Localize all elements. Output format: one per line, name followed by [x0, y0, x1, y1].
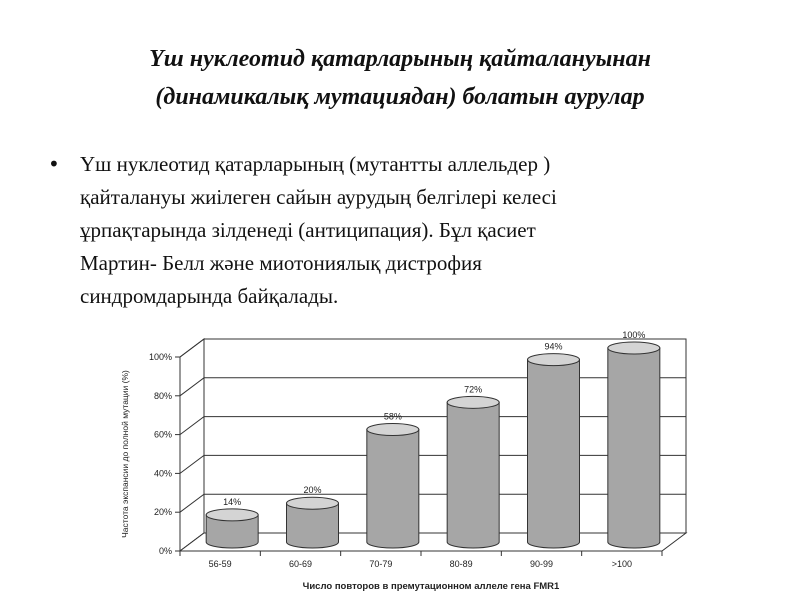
chart-side-wall	[179, 338, 205, 552]
bar-cylinder-body	[205, 514, 259, 549]
x-axis-title: Число повторов в премутационном аллеле г…	[303, 581, 560, 592]
bar-value-label: 20%	[303, 485, 321, 495]
bar-value-label: 100%	[622, 330, 645, 340]
x-tick-label: >100	[612, 559, 632, 569]
y-tick-label: 0%	[159, 546, 172, 556]
bar-value-label: 14%	[223, 497, 241, 507]
bullet-item: • Үш нуклеотид қатарларының (мутантты ал…	[48, 148, 748, 313]
y-tick-label: 100%	[149, 352, 172, 362]
y-tick-label: 60%	[154, 430, 172, 440]
chart-back-wall	[203, 338, 687, 534]
chart-gridline	[179, 416, 686, 435]
bar-cylinder-top	[607, 341, 661, 355]
bullet-text-line: Үш нуклеотид қатарларының (мутантты алле…	[80, 152, 551, 176]
bar-cylinder-top	[286, 496, 339, 510]
bar-value-label: 58%	[384, 411, 402, 421]
bullet-text-line: синдромдарында байқалады.	[80, 284, 339, 308]
slide-title: Үш нуклеотид қатарларының қайталануынан …	[20, 40, 780, 116]
chart-gridline	[179, 377, 686, 397]
bar-value-label: 94%	[544, 342, 562, 352]
bar-cylinder-top	[446, 395, 500, 409]
bar-cylinder-body	[286, 502, 339, 549]
x-tick-label: 60-69	[289, 559, 312, 569]
bullet-text-line: ұрпақтарында зілденеді (антиципация). Бұ…	[80, 218, 536, 242]
x-tick-label: 70-79	[369, 559, 392, 569]
bullet-text: Үш нуклеотид қатарларының (мутантты алле…	[80, 148, 748, 313]
chart-gridline	[179, 454, 686, 474]
bullet-text-line: қайталануы жиілеген сайын аурудың белгіл…	[80, 185, 557, 209]
chart-gridline	[179, 338, 686, 358]
x-tick-label: 90-99	[530, 559, 553, 569]
bar-cylinder-top	[205, 508, 259, 522]
y-tick-label: 20%	[154, 507, 172, 517]
bar-chart: 0% 20% 40% 60% 80% 100% 14% 20% 58% 72% 94% 100% 56-…	[100, 322, 700, 598]
y-tick-label: 80%	[154, 391, 172, 401]
x-tick-label: 80-89	[450, 559, 473, 569]
bullet-point-icon: •	[48, 152, 60, 176]
bar-cylinder-body	[446, 401, 500, 549]
chart-gridline	[179, 493, 686, 513]
bullet-text-line: Мартин- Белл және миотониялық дистрофия	[80, 251, 482, 275]
slide-title-line: (динамикалық мутациядан) болатын аурулар	[155, 84, 645, 110]
y-tick-label: 40%	[154, 468, 172, 478]
y-axis-title: Частота экспансии до полной мутации (%)	[120, 370, 130, 538]
bar-cylinder-top	[527, 353, 580, 367]
bar-cylinder-body	[366, 428, 420, 549]
bar-value-label: 72%	[464, 384, 482, 394]
bar-cylinder-top	[366, 422, 420, 436]
chart-svg: 0% 20% 40% 60% 80% 100% 14% 20% 58% 72% 94% 100% 56-…	[120, 330, 688, 592]
bar-cylinder-body	[527, 359, 580, 549]
slide-title-line: Үш нуклеотид қатарларының қайталануынан	[149, 46, 651, 72]
x-tick-label: 56-59	[209, 559, 232, 569]
bar-cylinder-body	[607, 347, 661, 549]
